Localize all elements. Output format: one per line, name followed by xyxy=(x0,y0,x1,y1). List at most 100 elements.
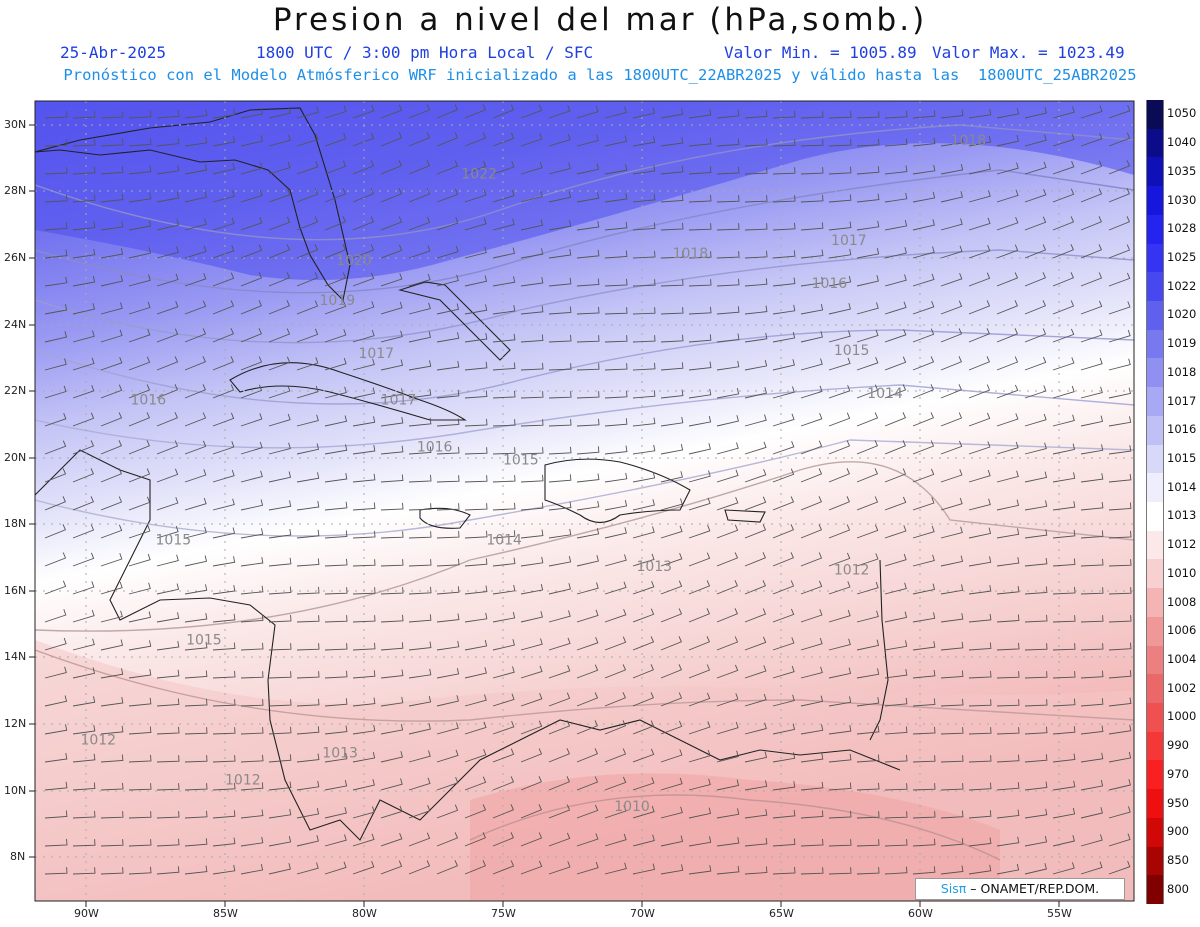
wind-barb xyxy=(884,110,908,119)
wind-barb xyxy=(492,305,516,315)
wind-barb xyxy=(240,244,263,259)
wind-barb xyxy=(324,415,348,427)
bahamas xyxy=(397,281,511,361)
wind-barb xyxy=(296,501,320,511)
chart-title: Presion a nivel del mar (hPa,somb.) xyxy=(272,2,928,38)
wind-barb xyxy=(856,193,880,203)
wind-barb xyxy=(884,611,908,623)
wind-barb xyxy=(604,135,628,147)
wind-barb xyxy=(604,833,627,847)
wind-barb xyxy=(828,221,852,231)
wind-barb xyxy=(996,356,1019,371)
wind-barb xyxy=(100,610,123,623)
wind-barb xyxy=(996,384,1019,399)
wind-barb xyxy=(1080,643,1104,651)
wind-barb xyxy=(464,390,488,399)
wind-barb xyxy=(1052,726,1076,735)
wind-barb xyxy=(800,867,824,875)
wind-barb xyxy=(884,440,906,455)
lat-label: 22N xyxy=(4,384,27,397)
colorbar-label: 1004 xyxy=(1167,651,1197,666)
wind-barb xyxy=(856,754,880,763)
max-value: Valor Max. = 1023.49 xyxy=(932,43,1125,62)
colorbar-label: 900 xyxy=(1167,824,1189,839)
wind-barb xyxy=(1052,328,1075,343)
wind-barb xyxy=(800,358,823,371)
wind-barb xyxy=(968,217,991,231)
wind-barb xyxy=(548,474,572,483)
wind-barb xyxy=(436,804,459,819)
wind-barb xyxy=(968,300,991,315)
wind-barb xyxy=(940,810,964,819)
wind-barb xyxy=(576,720,598,735)
wind-barb xyxy=(940,584,964,595)
wind-barb xyxy=(324,188,347,203)
wind-barb xyxy=(156,554,179,567)
wind-barb xyxy=(296,671,320,679)
wind-barb xyxy=(744,469,767,483)
wind-barb xyxy=(828,725,852,735)
wind-barb xyxy=(268,356,291,371)
wind-barb xyxy=(1108,833,1131,847)
wind-barb xyxy=(1024,671,1048,679)
wind-barb xyxy=(408,360,432,371)
wind-barb xyxy=(296,328,319,343)
wind-barb xyxy=(576,335,600,343)
wind-barb xyxy=(884,811,908,819)
wind-barb xyxy=(884,247,907,259)
wind-barb xyxy=(1108,160,1131,175)
wind-barb xyxy=(492,502,516,511)
jamaica xyxy=(419,507,471,529)
wind-barb xyxy=(828,385,851,399)
wind-barb xyxy=(184,838,208,847)
wind-barb xyxy=(940,670,964,679)
wind-barb xyxy=(212,782,236,791)
wind-barb xyxy=(1024,216,1047,231)
wind-barb xyxy=(324,780,348,791)
wind-barb xyxy=(632,222,656,231)
wind-barb xyxy=(548,391,572,399)
wind-barb xyxy=(212,837,236,847)
wind-barb xyxy=(884,726,908,735)
wind-barb xyxy=(940,698,964,707)
colorbar-swatch xyxy=(1146,186,1164,215)
wind-barb xyxy=(688,470,711,483)
wind-barb xyxy=(352,559,376,567)
wind-barb xyxy=(856,867,880,875)
wind-barb xyxy=(856,553,879,567)
wind-barb xyxy=(1024,442,1047,455)
isobar xyxy=(35,249,1134,344)
wind-barb xyxy=(968,190,991,203)
wind-barb xyxy=(576,861,599,875)
wind-barb xyxy=(492,276,516,287)
wind-barb xyxy=(912,811,936,819)
wind-barb xyxy=(1080,861,1103,875)
wind-barb xyxy=(660,553,683,567)
wind-barb xyxy=(996,328,1018,343)
wind-barb xyxy=(940,300,963,315)
wind-barb xyxy=(296,529,320,539)
wind-barb xyxy=(968,810,992,819)
wind-barb xyxy=(828,638,851,651)
isobar xyxy=(35,169,1134,294)
wind-barb xyxy=(44,838,68,847)
wind-barb xyxy=(548,610,571,623)
wind-barb xyxy=(940,641,964,651)
wind-barb xyxy=(380,359,404,371)
wind-barb xyxy=(492,860,515,875)
wind-barb xyxy=(128,839,152,847)
wind-barb xyxy=(296,698,320,707)
wind-barb xyxy=(156,612,180,623)
wind-barb xyxy=(324,216,346,231)
wind-barb xyxy=(324,386,347,399)
wind-barb xyxy=(996,614,1020,623)
wind-barb xyxy=(268,272,290,287)
wind-barb xyxy=(492,390,516,399)
wind-barb xyxy=(296,357,319,371)
wind-barb xyxy=(940,384,962,399)
wind-barb xyxy=(1052,472,1076,483)
wind-barb xyxy=(464,503,488,511)
wind-barb xyxy=(604,278,628,287)
colorbar-swatch xyxy=(1146,358,1164,388)
